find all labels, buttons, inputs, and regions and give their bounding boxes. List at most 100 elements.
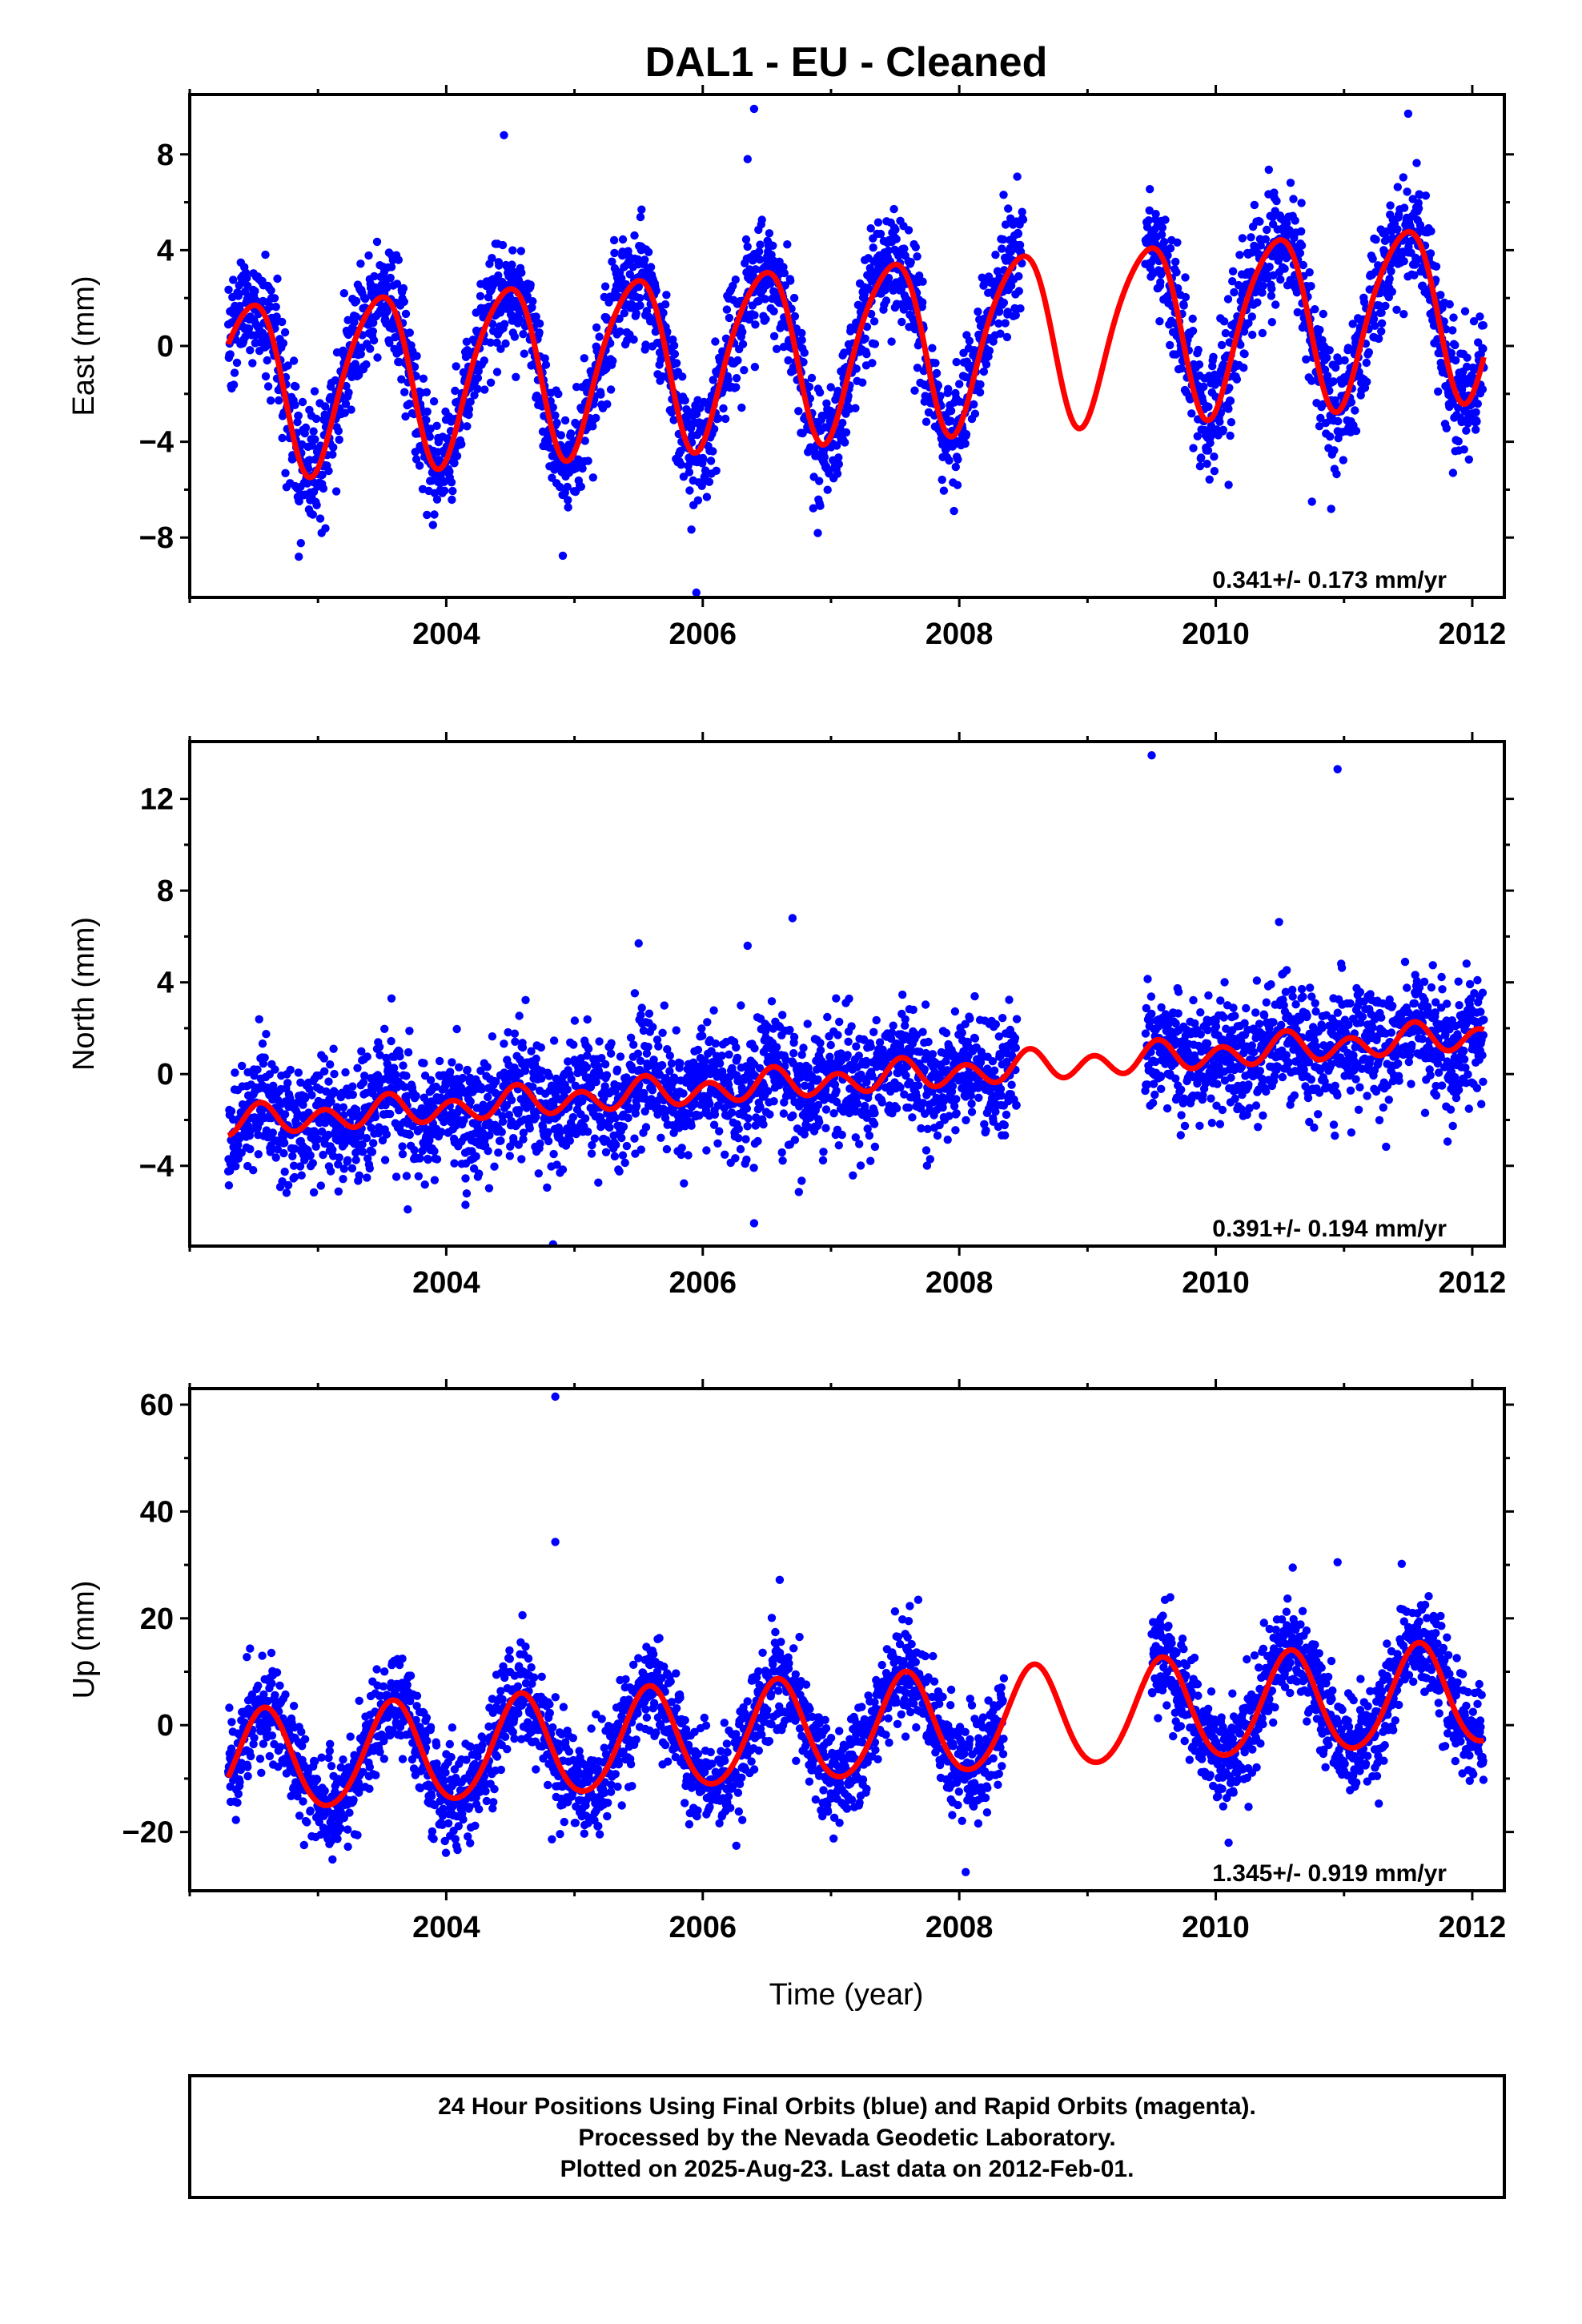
data-point xyxy=(1018,207,1026,216)
data-point xyxy=(583,1015,592,1024)
data-point xyxy=(447,478,456,487)
data-point xyxy=(979,367,989,376)
data-point xyxy=(448,1058,456,1067)
data-point xyxy=(275,396,283,405)
data-point xyxy=(1219,317,1229,326)
data-point xyxy=(1267,284,1276,293)
data-point xyxy=(636,1056,645,1066)
data-point xyxy=(358,1148,367,1156)
data-point xyxy=(1442,325,1451,334)
data-point xyxy=(815,476,824,485)
data-point xyxy=(797,1050,806,1059)
data-point xyxy=(484,1184,494,1193)
data-point xyxy=(226,350,235,359)
data-point xyxy=(1164,292,1174,301)
data-point xyxy=(525,1124,534,1133)
data-point xyxy=(994,319,1003,328)
data-point xyxy=(507,1096,516,1105)
data-point xyxy=(1299,260,1308,270)
data-point xyxy=(405,328,414,337)
data-point xyxy=(1217,340,1227,350)
data-point xyxy=(339,1175,347,1184)
data-point xyxy=(1448,326,1457,335)
data-point xyxy=(570,1016,580,1025)
data-point xyxy=(515,315,524,324)
data-point xyxy=(279,339,288,348)
data-point xyxy=(246,1126,255,1135)
data-point xyxy=(1223,295,1233,304)
data-point xyxy=(769,307,778,316)
data-point xyxy=(789,1049,798,1058)
data-point xyxy=(592,413,600,423)
data-point xyxy=(253,1065,262,1074)
data-point xyxy=(750,363,760,372)
data-point xyxy=(401,412,410,421)
data-point xyxy=(262,341,271,350)
data-point xyxy=(549,1149,558,1159)
data-point xyxy=(329,1044,338,1053)
data-point xyxy=(1386,201,1395,210)
data-point xyxy=(283,361,292,370)
data-point xyxy=(373,353,382,362)
data-point xyxy=(584,1128,592,1136)
data-point xyxy=(331,1088,339,1097)
data-point xyxy=(624,1113,632,1123)
data-point xyxy=(424,1155,432,1164)
data-point xyxy=(823,485,832,494)
data-point xyxy=(961,439,970,448)
data-point xyxy=(826,383,835,392)
data-point xyxy=(394,255,403,264)
data-point xyxy=(1331,363,1340,372)
data-point xyxy=(629,335,638,344)
data-point xyxy=(732,383,741,392)
data-point xyxy=(558,551,568,561)
data-point xyxy=(246,1144,255,1154)
data-point xyxy=(634,283,643,292)
data-point xyxy=(1479,344,1488,353)
data-point xyxy=(600,282,610,291)
data-point xyxy=(620,1158,629,1168)
data-point xyxy=(625,270,634,279)
data-point xyxy=(989,337,998,346)
data-point xyxy=(800,1130,809,1139)
data-point xyxy=(998,244,1006,253)
data-point xyxy=(422,416,431,424)
data-point xyxy=(262,1030,271,1039)
y-tick-label: −8 xyxy=(139,521,174,555)
data-point xyxy=(1250,200,1259,210)
data-point xyxy=(326,1167,335,1176)
data-point xyxy=(991,251,1000,259)
data-point xyxy=(965,336,974,345)
data-point xyxy=(1206,432,1215,441)
data-point xyxy=(289,1161,299,1170)
data-point xyxy=(288,1152,297,1161)
data-point xyxy=(750,311,759,320)
data-point xyxy=(466,1097,475,1106)
data-point xyxy=(736,1144,745,1154)
data-point xyxy=(307,1091,316,1100)
data-point xyxy=(707,1047,716,1055)
data-point xyxy=(423,407,432,416)
data-point xyxy=(712,466,721,475)
data-point xyxy=(1377,319,1387,328)
data-point xyxy=(610,1152,620,1161)
data-point xyxy=(809,504,817,513)
data-point xyxy=(749,1164,758,1172)
data-point xyxy=(797,328,806,338)
data-point xyxy=(452,452,462,460)
data-point xyxy=(555,482,564,492)
x-tick-label: 2010 xyxy=(1182,617,1250,651)
data-point xyxy=(555,1128,564,1137)
data-point xyxy=(224,1181,234,1190)
data-point xyxy=(398,1142,407,1151)
data-point xyxy=(255,1015,263,1024)
data-point xyxy=(566,429,576,438)
data-point xyxy=(606,1049,616,1058)
data-point xyxy=(594,1178,603,1187)
data-point xyxy=(1387,267,1395,275)
data-point xyxy=(229,1115,238,1124)
data-point xyxy=(807,373,817,383)
data-point xyxy=(311,1142,320,1152)
data-point xyxy=(693,1045,703,1055)
